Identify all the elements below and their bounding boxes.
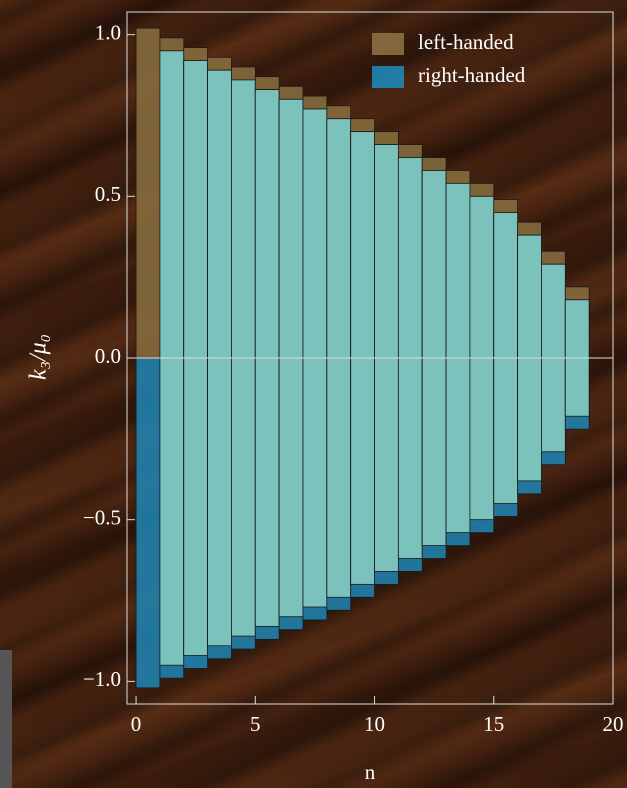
y-tick-label: −0.5: [83, 505, 121, 529]
legend-swatch: [372, 66, 404, 88]
legend-label: right-handed: [418, 63, 526, 87]
x-axis-label: n: [365, 760, 376, 784]
y-tick-label: −1.0: [83, 667, 121, 691]
x-tick-label: 5: [250, 712, 261, 736]
x-tick-label: 20: [603, 712, 624, 736]
x-tick-label: 15: [483, 712, 504, 736]
chart: n k₃/μ₀ −1.0 −0.5 0.0 0.5 1.0 0 5 10 15 20 left-ha…: [0, 0, 627, 788]
y-tick-label: 1.0: [95, 20, 121, 44]
x-tick-label: 10: [364, 712, 385, 736]
bar: [136, 358, 160, 688]
legend-label: left-handed: [418, 30, 514, 54]
legend-swatch: [372, 33, 404, 55]
bar: [136, 28, 160, 358]
y-axis-label: k₃/μ₀: [26, 334, 52, 380]
y-tick-label: 0.0: [95, 344, 121, 368]
x-tick-label: 0: [131, 712, 142, 736]
y-tick-label: 0.5: [95, 182, 121, 206]
page: n k₃/μ₀ −1.0 −0.5 0.0 0.5 1.0 0 5 10 15 20 left-ha…: [0, 0, 627, 788]
